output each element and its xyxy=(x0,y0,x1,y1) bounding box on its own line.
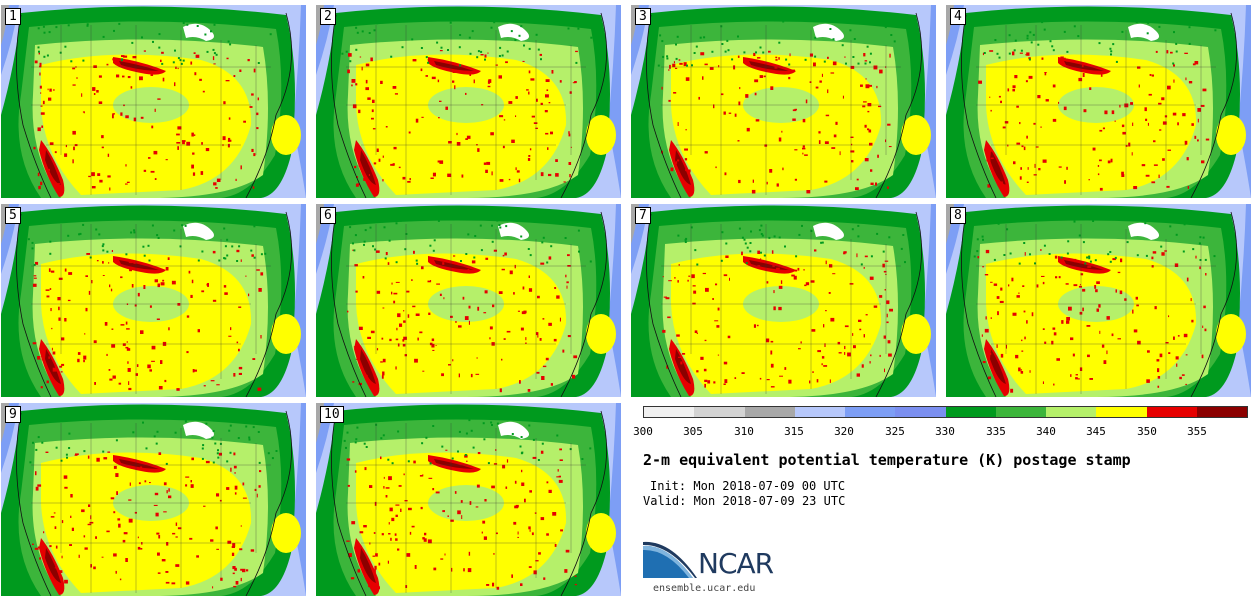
member-label: 9 xyxy=(5,406,21,423)
color-bar-segment xyxy=(744,407,795,417)
ensemble-member-map-3: 3 xyxy=(631,5,936,198)
color-bar-tick: 315 xyxy=(784,425,804,438)
color-bar-segment xyxy=(644,407,695,417)
color-bar-tick: 345 xyxy=(1086,425,1106,438)
member-label: 5 xyxy=(5,207,21,224)
color-bar-tick: 320 xyxy=(834,425,854,438)
member-label: 1 xyxy=(5,8,21,25)
color-bar-tick: 340 xyxy=(1036,425,1056,438)
ensemble-member-map-7: 7 xyxy=(631,204,936,397)
ncar-logo xyxy=(643,541,697,578)
ensemble-member-map-9: 9 xyxy=(1,403,306,596)
color-bar-tick: 305 xyxy=(683,425,703,438)
ensemble-member-map-4: 4 xyxy=(946,5,1251,198)
ensemble-member-map-10: 10 xyxy=(316,403,621,596)
color-bar-segment xyxy=(1096,407,1147,417)
color-bar-segment xyxy=(694,407,745,417)
color-bar-segment xyxy=(794,407,845,417)
color-bar-tick: 355 xyxy=(1187,425,1207,438)
figure-title: 2-m equivalent potential temperature (K)… xyxy=(643,451,1131,469)
color-bar-segment xyxy=(1196,407,1247,417)
color-bar-segment xyxy=(945,407,996,417)
color-bar-segment xyxy=(1146,407,1197,417)
site-url: ensemble.ucar.edu xyxy=(653,583,756,594)
ncar-logo-text: NCAR xyxy=(698,547,774,580)
color-bar-segment xyxy=(995,407,1046,417)
valid-time: Valid: Mon 2018-07-09 23 UTC xyxy=(643,494,846,508)
member-label: 3 xyxy=(635,8,651,25)
member-label: 6 xyxy=(320,207,336,224)
member-label: 2 xyxy=(320,8,336,25)
member-label: 10 xyxy=(320,406,344,423)
color-bar-segment xyxy=(895,407,946,417)
color-bar-tick: 325 xyxy=(885,425,905,438)
ensemble-member-map-2: 2 xyxy=(316,5,621,198)
color-bar-tick: 350 xyxy=(1137,425,1157,438)
ensemble-member-map-5: 5 xyxy=(1,204,306,397)
color-bar-segment xyxy=(845,407,896,417)
color-bar-tick: 310 xyxy=(734,425,754,438)
ensemble-member-map-8: 8 xyxy=(946,204,1251,397)
color-bar-segment xyxy=(1046,407,1097,417)
member-label: 7 xyxy=(635,207,651,224)
color-bar-legend xyxy=(643,406,1248,418)
color-bar-tick: 335 xyxy=(986,425,1006,438)
member-label: 4 xyxy=(950,8,966,25)
ensemble-member-map-1: 1 xyxy=(1,5,306,198)
color-bar-tick: 300 xyxy=(633,425,653,438)
init-time: Init: Mon 2018-07-09 00 UTC xyxy=(650,479,846,493)
member-label: 8 xyxy=(950,207,966,224)
ensemble-member-map-6: 6 xyxy=(316,204,621,397)
color-bar-tick: 330 xyxy=(935,425,955,438)
